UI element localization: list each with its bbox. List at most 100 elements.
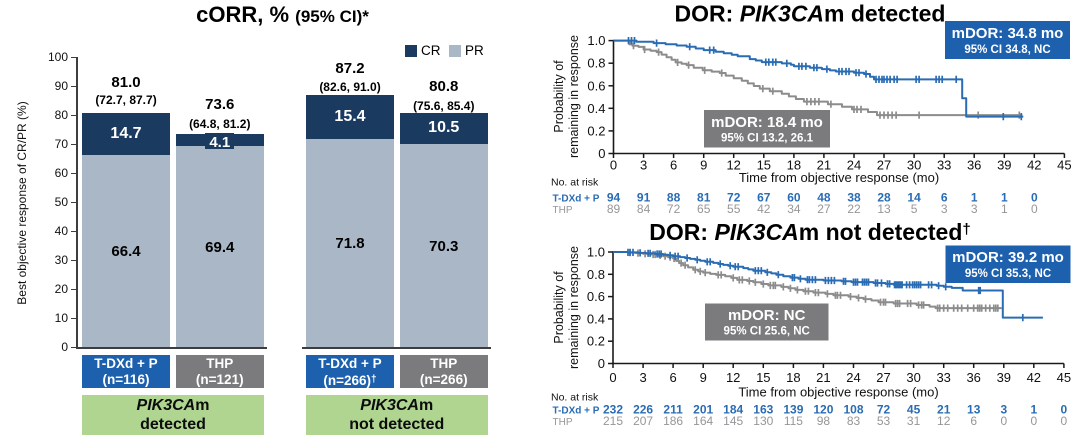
svg-text:21: 21 (937, 403, 951, 417)
svg-text:15: 15 (757, 158, 771, 173)
svg-text:91: 91 (637, 191, 651, 205)
svg-text:0: 0 (1030, 414, 1037, 428)
svg-text:THP: THP (553, 205, 573, 216)
svg-text:45: 45 (1057, 370, 1071, 385)
svg-text:94: 94 (607, 191, 621, 205)
svg-text:31: 31 (907, 414, 921, 428)
svg-text:No. at risk: No. at risk (551, 392, 599, 404)
svg-text:Probability of: Probability of (552, 271, 566, 344)
svg-text:0: 0 (1031, 202, 1038, 216)
svg-text:28: 28 (877, 191, 891, 205)
svg-text:21: 21 (817, 158, 831, 173)
svg-text:12: 12 (937, 414, 951, 428)
svg-text:3: 3 (1000, 403, 1007, 417)
svg-text:98: 98 (817, 414, 831, 428)
svg-text:0.2: 0.2 (587, 334, 605, 349)
svg-text:6: 6 (970, 414, 977, 428)
svg-text:mDOR: 39.2 mo: mDOR: 39.2 mo (952, 249, 1064, 266)
svg-text:145: 145 (723, 414, 743, 428)
svg-text:Time from objective response (: Time from objective response (mo) (739, 170, 939, 185)
svg-text:226: 226 (633, 403, 653, 417)
svg-text:45: 45 (1057, 158, 1071, 173)
svg-text:DOR: PIK3CAm detected: DOR: PIK3CAm detected (675, 1, 946, 27)
svg-text:18: 18 (786, 370, 800, 385)
svg-text:21: 21 (816, 370, 830, 385)
svg-text:0: 0 (598, 146, 605, 161)
svg-text:83: 83 (847, 414, 861, 428)
svg-text:81: 81 (697, 191, 711, 205)
svg-text:3: 3 (639, 370, 646, 385)
svg-text:0: 0 (598, 356, 605, 371)
svg-text:No. at risk: No. at risk (551, 177, 599, 189)
svg-text:12: 12 (726, 158, 740, 173)
svg-text:0.4: 0.4 (587, 101, 605, 116)
svg-text:186: 186 (663, 414, 683, 428)
svg-text:1: 1 (1001, 202, 1008, 216)
svg-text:232: 232 (603, 403, 623, 417)
svg-text:211: 211 (663, 403, 683, 417)
svg-text:30: 30 (907, 158, 921, 173)
svg-text:120: 120 (813, 403, 833, 417)
svg-text:95% CI 25.6, NC: 95% CI 25.6, NC (724, 326, 810, 338)
svg-text:45: 45 (907, 403, 921, 417)
svg-text:T-DXd + P: T-DXd + P (553, 194, 600, 205)
svg-text:27: 27 (817, 202, 831, 216)
svg-text:1: 1 (1030, 403, 1037, 417)
svg-text:163: 163 (753, 403, 773, 417)
svg-text:33: 33 (936, 370, 950, 385)
svg-text:201: 201 (693, 403, 713, 417)
svg-text:39: 39 (997, 158, 1011, 173)
svg-text:115: 115 (784, 414, 803, 428)
svg-text:27: 27 (876, 370, 890, 385)
svg-text:Probability of: Probability of (552, 60, 566, 133)
svg-text:T-DXd + P: T-DXd + P (553, 406, 600, 417)
svg-text:0.6: 0.6 (587, 289, 605, 304)
svg-text:0: 0 (609, 370, 616, 385)
svg-text:0.2: 0.2 (587, 123, 605, 138)
svg-text:3: 3 (971, 202, 978, 216)
svg-text:1.0: 1.0 (587, 245, 605, 260)
svg-text:15: 15 (756, 370, 770, 385)
svg-text:Time from objective response (: Time from objective response (mo) (738, 385, 938, 400)
svg-text:24: 24 (846, 370, 860, 385)
svg-text:130: 130 (753, 414, 773, 428)
svg-text:14: 14 (907, 191, 921, 205)
svg-text:mDOR: NC: mDOR: NC (728, 307, 806, 324)
svg-text:72: 72 (877, 403, 891, 417)
svg-text:215: 215 (603, 414, 623, 428)
svg-text:88: 88 (667, 191, 681, 205)
svg-text:remaining in response: remaining in response (567, 246, 581, 369)
svg-text:3: 3 (640, 158, 647, 173)
svg-text:55: 55 (727, 202, 741, 216)
svg-text:22: 22 (847, 202, 861, 216)
svg-text:95% CI 34.8, NC: 95% CI 34.8, NC (964, 44, 1050, 56)
svg-text:0.8: 0.8 (587, 56, 605, 71)
svg-text:33: 33 (937, 158, 951, 173)
svg-text:67: 67 (757, 191, 771, 205)
svg-text:6: 6 (669, 370, 676, 385)
svg-text:34: 34 (787, 202, 801, 216)
svg-text:THP: THP (553, 417, 573, 428)
svg-text:mDOR: 18.4 mo: mDOR: 18.4 mo (711, 114, 823, 131)
svg-text:6: 6 (670, 158, 677, 173)
svg-text:42: 42 (1027, 158, 1041, 173)
svg-text:9: 9 (700, 158, 707, 173)
svg-text:DOR: PIK3CAm not detected†: DOR: PIK3CAm not detected† (649, 219, 970, 245)
svg-text:1: 1 (971, 191, 978, 205)
svg-text:0.6: 0.6 (587, 78, 605, 93)
svg-text:1: 1 (1001, 191, 1008, 205)
svg-text:0: 0 (1000, 414, 1007, 428)
svg-text:mDOR: 34.8 mo: mDOR: 34.8 mo (952, 25, 1064, 42)
svg-text:184: 184 (723, 403, 743, 417)
svg-text:164: 164 (693, 414, 713, 428)
svg-text:95% CI 13.2, 26.1: 95% CI 13.2, 26.1 (721, 133, 814, 145)
svg-text:3: 3 (941, 202, 948, 216)
svg-text:0: 0 (1061, 403, 1068, 417)
svg-text:95% CI 35.3, NC: 95% CI 35.3, NC (965, 268, 1051, 280)
svg-text:53: 53 (877, 414, 891, 428)
svg-text:6: 6 (941, 191, 948, 205)
svg-text:27: 27 (877, 158, 891, 173)
svg-text:207: 207 (633, 414, 653, 428)
svg-text:30: 30 (906, 370, 920, 385)
svg-text:5: 5 (911, 202, 918, 216)
